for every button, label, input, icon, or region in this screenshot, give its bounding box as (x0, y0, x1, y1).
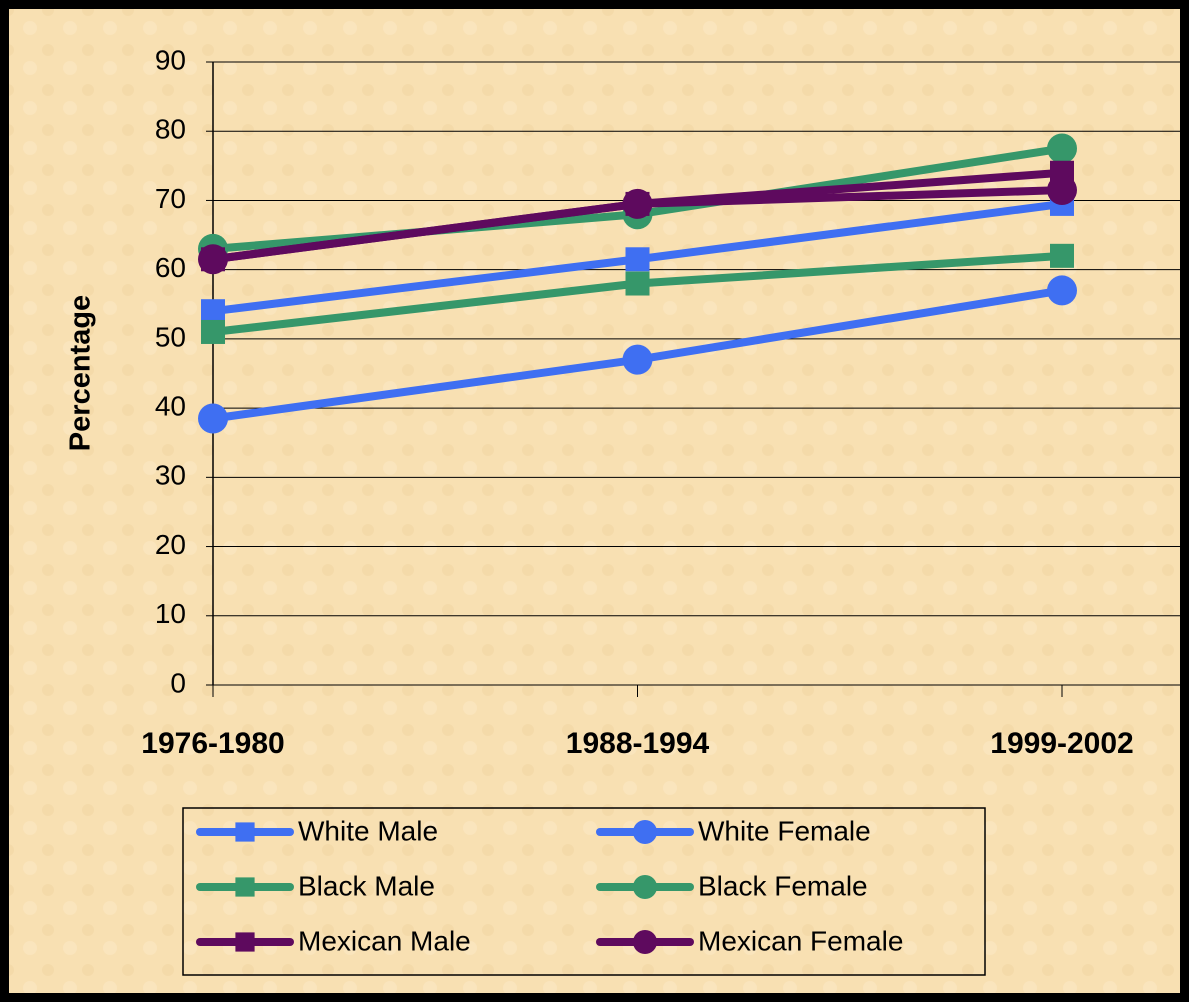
marker (625, 271, 650, 296)
x-tick-label: 1976-1980 (141, 727, 284, 760)
legend-label: White Female (698, 815, 871, 846)
marker (1047, 175, 1077, 206)
y-tick-label: 10 (155, 598, 186, 629)
legend-box (182, 807, 986, 976)
marker (198, 244, 228, 275)
legend-marker (235, 822, 255, 842)
y-tick-label: 70 (155, 183, 186, 214)
y-tick-label: 0 (170, 667, 186, 698)
legend-marker (633, 875, 657, 899)
marker (625, 247, 650, 272)
legend-label: Mexican Male (298, 925, 471, 956)
legend-label: Mexican Female (698, 925, 903, 956)
x-tick-label: 1988-1994 (566, 727, 710, 760)
marker (1047, 133, 1077, 164)
legend-marker (235, 877, 255, 897)
y-tick-label: 40 (155, 391, 186, 422)
y-tick-label: 50 (155, 321, 186, 352)
x-tick-label: 1999-2002 (990, 727, 1133, 760)
y-tick-label: 60 (155, 252, 186, 283)
marker (1050, 243, 1074, 268)
y-tick-label: 30 (155, 460, 186, 491)
marker (622, 344, 653, 375)
y-axis-label: Percentage (65, 295, 97, 451)
legend-label: Black Male (298, 870, 435, 901)
legend-marker (235, 932, 255, 952)
legend-label: Black Female (698, 870, 868, 901)
marker (622, 188, 653, 219)
y-tick-label: 20 (155, 529, 186, 560)
marker (1047, 275, 1077, 306)
legend-marker (633, 930, 657, 954)
marker (198, 403, 228, 434)
y-tick-label: 90 (155, 44, 186, 75)
legend-marker (633, 820, 657, 844)
y-tick-label: 80 (155, 114, 186, 145)
marker (201, 299, 225, 324)
legend-label: White Male (298, 815, 438, 846)
marker (201, 319, 225, 344)
